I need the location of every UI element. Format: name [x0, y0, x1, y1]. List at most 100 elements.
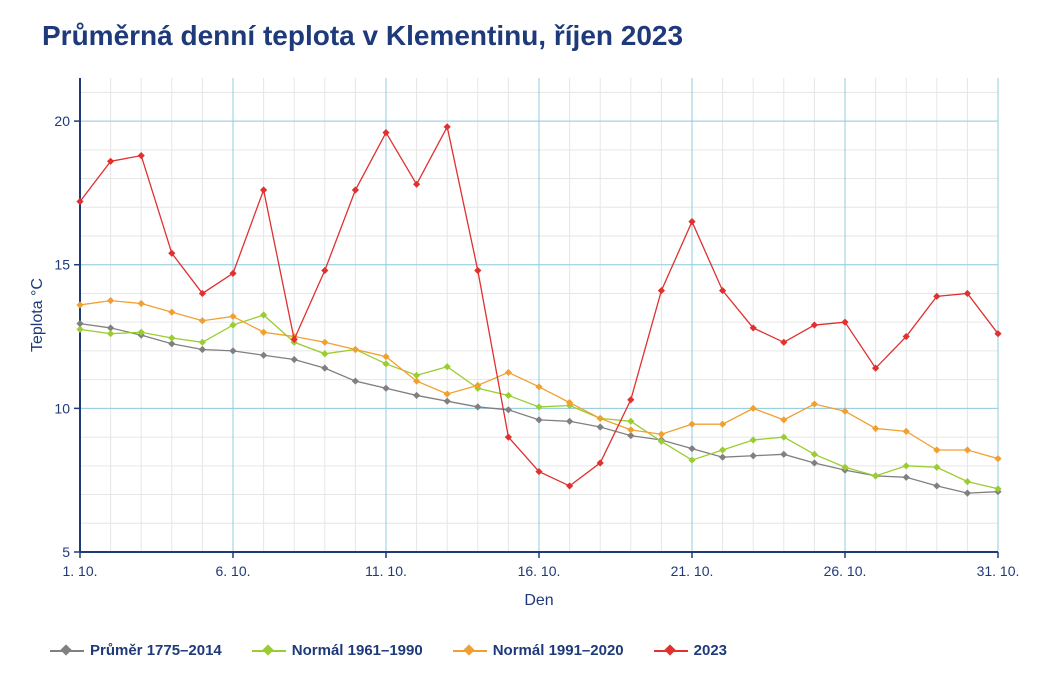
- data-point: [137, 299, 145, 308]
- data-point: [137, 328, 145, 336]
- data-point: [872, 364, 880, 372]
- legend-item: Průměr 1775–2014: [50, 642, 222, 659]
- data-point: [443, 123, 451, 131]
- data-point: [963, 489, 971, 497]
- chart-title: Průměrná denní teplota v Klementinu, říj…: [42, 20, 684, 51]
- data-point: [107, 157, 115, 165]
- data-point: [933, 463, 941, 471]
- series-2: [76, 297, 1002, 463]
- data-point: [933, 446, 941, 454]
- data-point: [688, 420, 696, 428]
- series-layer: [76, 123, 1002, 497]
- data-point: [566, 482, 574, 490]
- x-tick-label: 16. 10.: [518, 563, 561, 579]
- data-point: [627, 426, 635, 434]
- data-point: [504, 433, 512, 441]
- data-point: [504, 368, 512, 377]
- data-point: [810, 459, 818, 467]
- data-point: [198, 338, 206, 346]
- data-point: [535, 467, 543, 476]
- y-tick-label: 20: [54, 113, 70, 129]
- data-point: [290, 335, 298, 344]
- data-point: [688, 218, 696, 226]
- legend-label: 2023: [693, 642, 728, 659]
- legend-label: Normál 1961–1990: [291, 642, 423, 659]
- data-point: [657, 286, 665, 295]
- data-point: [474, 266, 482, 275]
- data-point: [688, 444, 696, 453]
- legend-item: 2023: [653, 642, 728, 659]
- data-point: [198, 289, 206, 298]
- data-point: [321, 350, 329, 358]
- legend-marker-icon: [452, 643, 487, 658]
- data-point: [657, 430, 665, 438]
- data-point: [963, 478, 971, 486]
- data-point: [657, 437, 665, 445]
- x-tick-label: 26. 10.: [824, 563, 867, 579]
- legend-label: Průměr 1775–2014: [90, 642, 222, 659]
- data-point: [627, 417, 635, 425]
- x-tick-label: 31. 10.: [977, 563, 1020, 579]
- legend-item: Normál 1991–2020: [452, 642, 624, 659]
- data-point: [841, 463, 849, 471]
- data-point: [382, 353, 390, 361]
- data-point: [749, 404, 757, 412]
- data-point: [229, 312, 237, 321]
- data-point: [535, 383, 543, 391]
- data-point: [290, 355, 298, 364]
- legend-marker-icon: [50, 643, 84, 658]
- data-point: [107, 297, 115, 305]
- data-point: [994, 485, 1002, 493]
- data-point: [413, 377, 421, 385]
- data-point: [504, 391, 512, 400]
- data-point: [719, 286, 727, 295]
- x-tick-label: 11. 10.: [365, 563, 407, 579]
- legend: Průměr 1775–2014 Normál 1961–1990 Normál 1…: [50, 642, 757, 659]
- data-point: [780, 338, 788, 346]
- data-point: [994, 455, 1002, 463]
- data-point: [382, 384, 390, 392]
- x-tick-label: 1. 10.: [62, 563, 97, 579]
- data-point: [474, 381, 482, 389]
- data-point: [780, 416, 788, 424]
- data-point: [413, 371, 421, 379]
- legend-marker-icon: [251, 643, 286, 658]
- data-point: [933, 292, 941, 300]
- x-axis-ticks: 1. 10. 6. 10. 11. 10. 16. 10. 21. 10. 26. 10.…: [62, 552, 1019, 579]
- y-tick-label: 15: [54, 257, 70, 273]
- data-point: [107, 330, 115, 338]
- data-point: [351, 377, 359, 385]
- data-point: [504, 406, 512, 414]
- data-point: [627, 396, 635, 404]
- data-point: [780, 433, 788, 441]
- data-point: [994, 330, 1002, 338]
- data-point: [810, 400, 818, 408]
- data-point: [596, 414, 604, 423]
- data-point: [902, 462, 910, 470]
- data-point: [719, 420, 727, 428]
- legend-label: Normál 1991–2020: [492, 642, 624, 659]
- data-point: [76, 197, 84, 206]
- data-point: [321, 266, 329, 275]
- data-point: [321, 338, 329, 346]
- data-point: [260, 328, 268, 336]
- data-point: [443, 390, 451, 398]
- data-point: [902, 427, 910, 435]
- data-point: [229, 269, 237, 277]
- data-point: [780, 450, 788, 458]
- data-point: [382, 360, 390, 368]
- data-point: [596, 459, 604, 467]
- data-point: [107, 324, 115, 332]
- data-point: [168, 334, 176, 342]
- data-point: [719, 453, 727, 461]
- data-point: [535, 416, 543, 424]
- data-point: [260, 351, 268, 359]
- data-point: [596, 423, 604, 431]
- data-point: [76, 325, 84, 333]
- data-point: [841, 407, 849, 415]
- data-point: [260, 311, 268, 319]
- data-point: [963, 446, 971, 454]
- data-point: [351, 186, 359, 194]
- legend-marker-icon: [653, 643, 688, 658]
- data-point: [76, 301, 84, 309]
